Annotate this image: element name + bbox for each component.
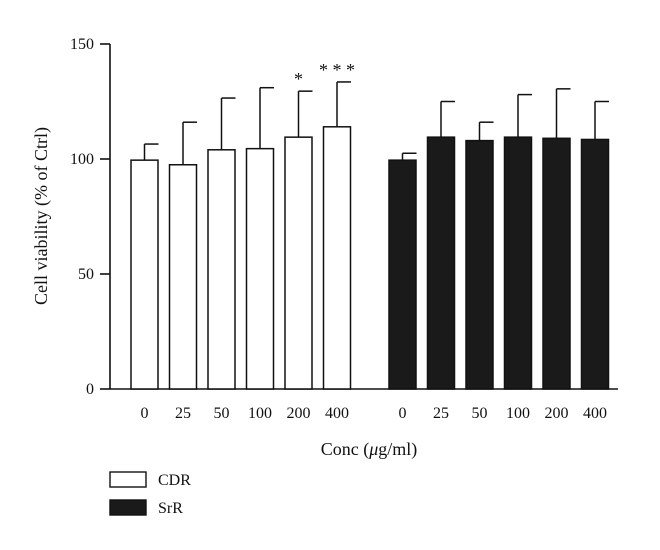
bar-srr xyxy=(580,138,610,390)
y-tick-label: 100 xyxy=(70,151,94,168)
bar-cdr xyxy=(130,159,159,390)
x-tick-label: 400 xyxy=(325,405,349,422)
legend: CDR SrR xyxy=(109,471,191,517)
legend-swatch-srr xyxy=(109,499,147,516)
legend-item-cdr: CDR xyxy=(109,471,191,489)
x-tick-label: 0 xyxy=(399,405,407,422)
y-tick-label: 150 xyxy=(70,36,94,53)
x-tick-label: 400 xyxy=(583,405,607,422)
x-tick-label: 25 xyxy=(175,405,191,422)
legend-label-srr: SrR xyxy=(158,500,183,517)
bar-srr xyxy=(388,159,417,390)
significance-marker: * xyxy=(294,69,303,89)
x-tick-label: 100 xyxy=(248,405,272,422)
bar-cdr xyxy=(207,149,236,390)
x-tick-label: 50 xyxy=(214,405,230,422)
bar-group-cdr xyxy=(245,86,275,390)
x-tick-label: 100 xyxy=(506,405,530,422)
x-axis-tick-labels: 0 25 50 100 200 400 0 25 50 100 200 400 xyxy=(141,405,608,422)
bar-group-srr xyxy=(465,121,494,390)
bar-srr xyxy=(542,137,571,390)
bar-srr xyxy=(426,136,456,390)
legend-item-srr: SrR xyxy=(109,499,183,517)
legend-label-cdr: CDR xyxy=(158,472,191,489)
bar-srr xyxy=(465,139,494,390)
bars: * * * * xyxy=(130,60,610,390)
bar-group-cdr xyxy=(130,143,159,390)
x-axis-title: Conc (μg/ml) xyxy=(321,439,418,460)
bar-cdr xyxy=(245,147,275,390)
bar-group-srr xyxy=(426,100,456,390)
bar-group-cdr: * xyxy=(284,69,313,390)
bar-group-cdr xyxy=(207,97,236,390)
bar-group-srr xyxy=(542,88,571,390)
bar-cdr xyxy=(168,164,198,390)
x-tick-label: 25 xyxy=(433,405,449,422)
bar-cdr xyxy=(322,126,352,390)
x-tick-label: 200 xyxy=(545,405,569,422)
bar-group-srr xyxy=(388,152,417,390)
y-axis-title: Cell viability (% of Ctrl) xyxy=(31,127,52,305)
y-tick-label: 0 xyxy=(86,381,94,398)
bar-group-srr xyxy=(580,100,610,390)
bar-group-cdr: * * * xyxy=(319,60,355,390)
legend-swatch-cdr xyxy=(109,471,147,488)
x-tick-label: 50 xyxy=(472,405,488,422)
x-tick-label: 200 xyxy=(287,405,311,422)
bar-srr xyxy=(503,136,533,390)
bar-cdr xyxy=(284,136,313,390)
y-tick-label: 50 xyxy=(78,266,94,283)
x-tick-label: 0 xyxy=(141,405,149,422)
bar-group-cdr xyxy=(168,121,198,390)
y-axis-ticks: 0 50 100 150 xyxy=(70,36,110,398)
bar-group-srr xyxy=(503,93,533,390)
significance-marker: * * * xyxy=(319,60,355,80)
plot-area: 0 50 100 150 * * * * 0 25 50 100 200 400 0 25 50 100 2… xyxy=(70,36,618,422)
